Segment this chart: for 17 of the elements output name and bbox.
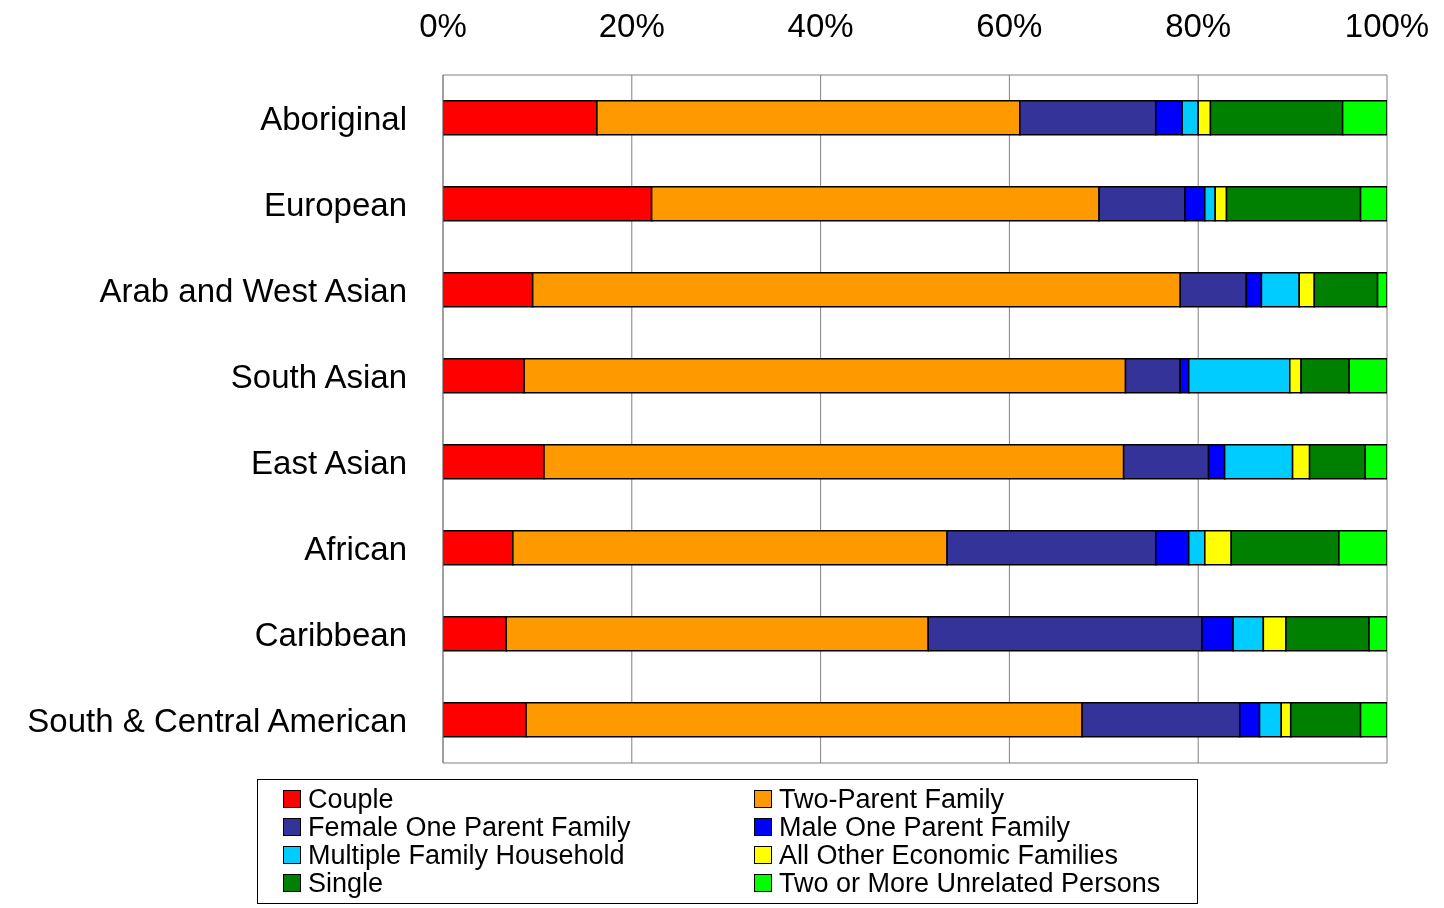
- y-tick-label: South Asian: [230, 357, 407, 395]
- x-tick-label: 100%: [1344, 7, 1430, 44]
- x-tick-label: 20%: [598, 7, 665, 44]
- y-tick-label: African: [304, 529, 407, 567]
- x-tick-label: 40%: [787, 7, 854, 44]
- y-tick-label: Arab and West Asian: [99, 271, 407, 309]
- y-tick-label: European: [263, 185, 407, 223]
- x-tick-label: 60%: [976, 7, 1043, 44]
- legend-label: Couple: [308, 784, 394, 814]
- legend-label: Two or More Unrelated Persons: [779, 868, 1161, 898]
- legend-label: Two-Parent Family: [779, 784, 1005, 814]
- x-tick-label: 0%: [419, 7, 467, 44]
- y-tick-label: East Asian: [251, 443, 407, 481]
- y-tick-label: South & Central American: [27, 701, 407, 739]
- y-tick-label: Aboriginal: [260, 99, 407, 137]
- y-tick-label: Caribbean: [254, 615, 407, 653]
- x-tick-label: 80%: [1165, 7, 1232, 44]
